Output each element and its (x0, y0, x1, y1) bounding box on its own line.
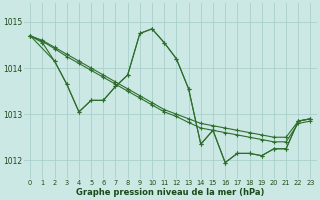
X-axis label: Graphe pression niveau de la mer (hPa): Graphe pression niveau de la mer (hPa) (76, 188, 265, 197)
